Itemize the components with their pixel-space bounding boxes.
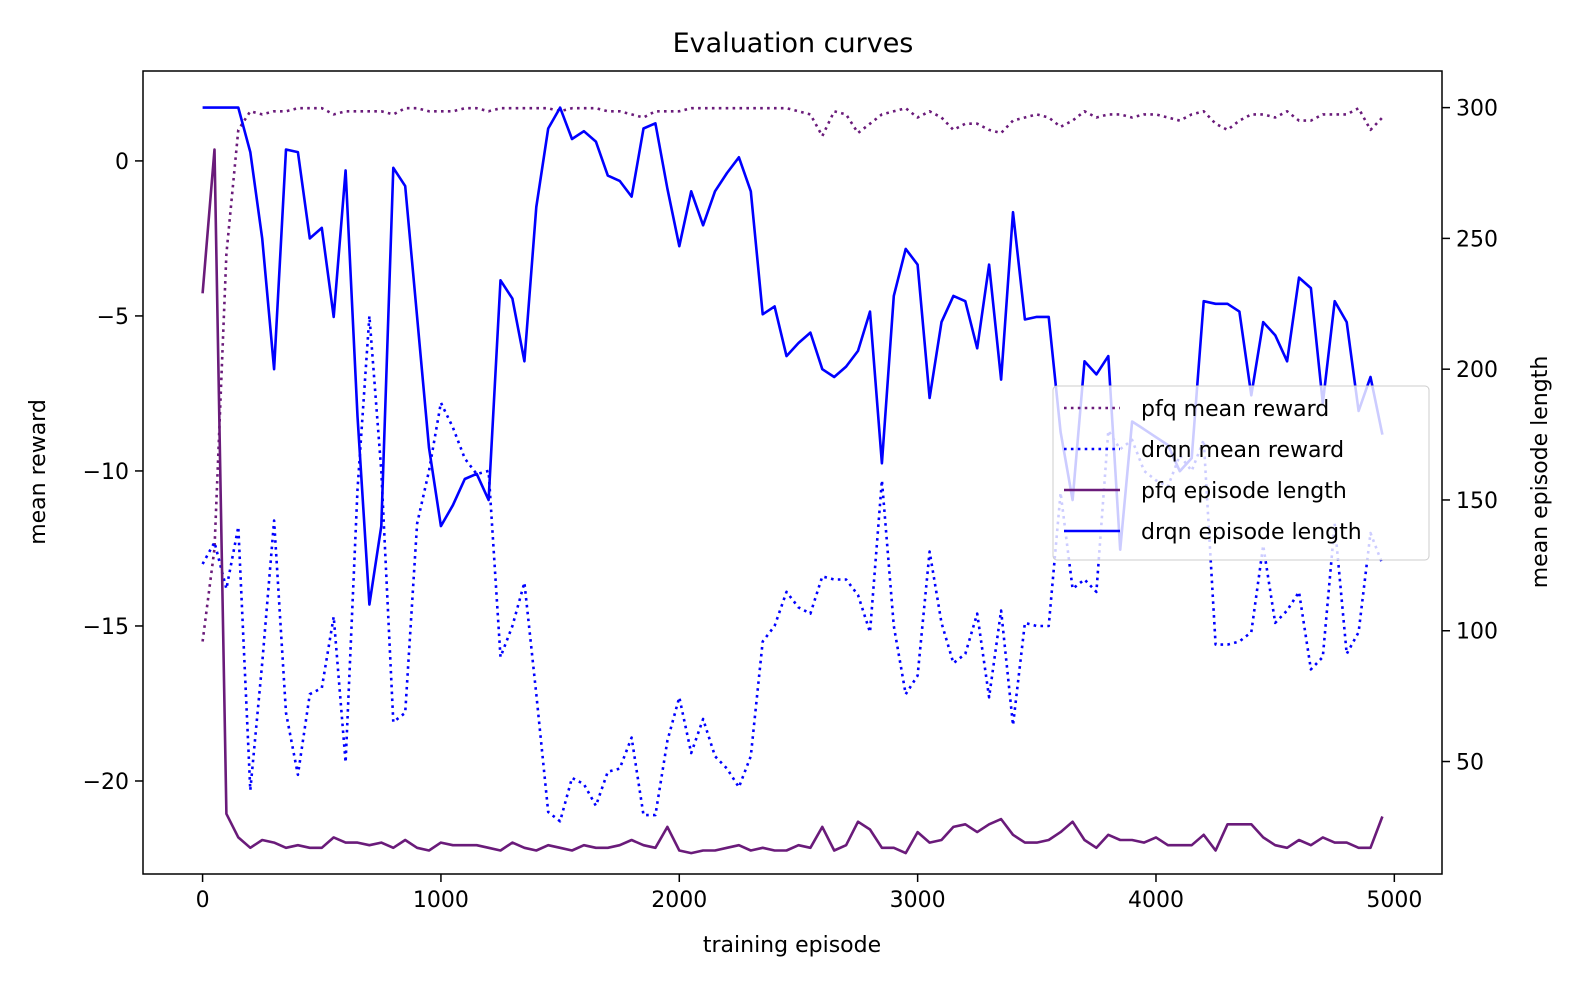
y-right-tick-label: 100 [1456, 620, 1498, 645]
y-left-tick-label: −5 [97, 305, 129, 330]
legend-label-pfq-mean-reward: pfq mean reward [1141, 397, 1329, 422]
y-axis-right: 300 250 200 150 100 50 [1442, 97, 1498, 776]
y-left-tick-label: −20 [83, 770, 129, 795]
legend-box [1052, 385, 1430, 561]
x-tick-label: 3000 [890, 888, 946, 913]
plot-frame [142, 70, 1443, 875]
y-right-tick-label: 50 [1456, 751, 1484, 776]
y-left-tick-label: 0 [115, 150, 129, 175]
chart-title: Evaluation curves [673, 28, 914, 59]
pfq-mean-reward-line [201, 106, 1384, 642]
y-right-tick-label: 300 [1456, 97, 1498, 122]
y-axis-left: 0 −5 −10 −15 −20 [83, 150, 143, 795]
legend-label-pfq-episode-length: pfq episode length [1141, 479, 1347, 504]
y-right-tick-label: 250 [1456, 227, 1498, 252]
x-axis: 0 1000 2000 3000 4000 5000 [196, 874, 1422, 913]
legend: pfq mean reward drqn mean reward pfq episo… [1052, 385, 1430, 561]
x-tick-label: 2000 [651, 888, 707, 913]
pfq-episode-length-line [201, 148, 1384, 855]
legend-label-drqn-mean-reward: drqn mean reward [1141, 438, 1344, 463]
y-left-tick-label: −15 [83, 615, 129, 640]
y-axis-right-label: mean episode length [1528, 356, 1553, 589]
x-tick-label: 1000 [413, 888, 469, 913]
x-tick-label: 0 [196, 888, 210, 913]
x-tick-label: 5000 [1366, 888, 1422, 913]
x-tick-label: 4000 [1128, 888, 1184, 913]
x-axis-label: training episode [703, 933, 881, 958]
y-right-tick-label: 150 [1456, 489, 1498, 514]
y-right-tick-label: 200 [1456, 358, 1498, 383]
y-axis-left-label: mean reward [26, 399, 51, 545]
y-left-tick-label: −10 [83, 460, 129, 485]
legend-label-drqn-episode-length: drqn episode length [1141, 520, 1362, 545]
